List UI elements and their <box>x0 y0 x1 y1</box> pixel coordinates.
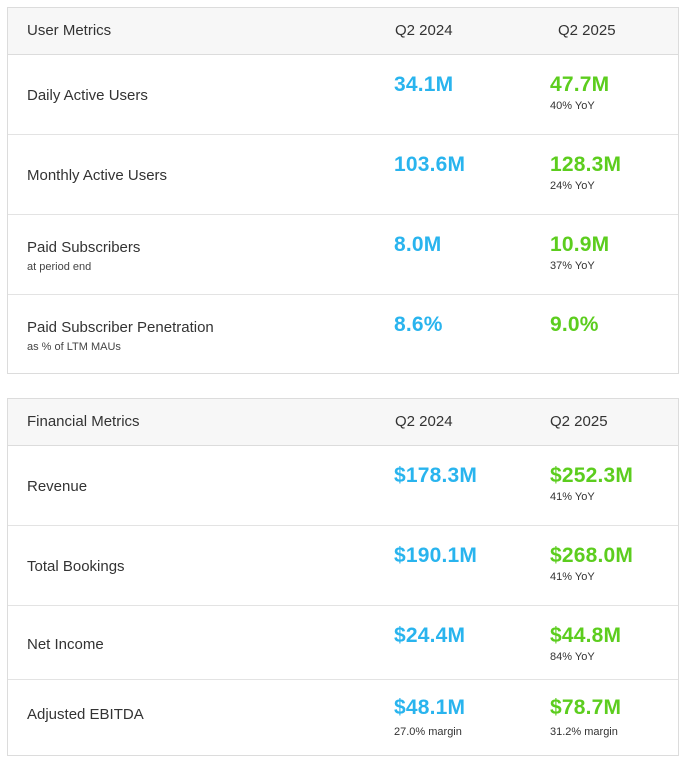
user-metrics-header: User Metrics Q2 2024 Q2 2025 <box>8 8 678 55</box>
metric-label: Total Bookings <box>27 558 125 575</box>
table-row-paid-subscriber-penetration: Paid Subscriber Penetration as % of LTM … <box>8 295 678 375</box>
metric-label: Daily Active Users <box>27 87 148 104</box>
yoy-growth: 41% YoY <box>550 491 595 503</box>
value-q2-2024: 34.1M <box>394 73 454 96</box>
table-row-net-income: Net Income $24.4M $44.8M 84% YoY <box>8 606 678 680</box>
metric-sublabel: at period end <box>27 261 92 273</box>
table-row-daily-active-users: Daily Active Users 34.1M 47.7M 40% YoY <box>8 55 678 135</box>
yoy-growth: 40% YoY <box>550 100 595 112</box>
value-q2-2025: $268.0M <box>550 544 634 567</box>
column-header-q2-2024: Q2 2024 <box>395 22 453 39</box>
financial-metrics-title: Financial Metrics <box>27 413 140 430</box>
value-q2-2024: $178.3M <box>394 464 478 487</box>
value-q2-2025: $78.7M <box>550 696 622 719</box>
table-row-monthly-active-users: Monthly Active Users 103.6M 128.3M 24% Y… <box>8 135 678 215</box>
value-q2-2024: $48.1M <box>394 696 466 719</box>
value-q2-2025: $44.8M <box>550 624 622 647</box>
user-metrics-title: User Metrics <box>27 22 112 39</box>
metric-label: Monthly Active Users <box>27 167 168 184</box>
column-header-q2-2024: Q2 2024 <box>395 413 453 430</box>
metric-label: Paid Subscriber Penetration <box>27 319 214 336</box>
table-row-total-bookings: Total Bookings $190.1M $268.0M 41% YoY <box>8 526 678 606</box>
metric-label: Revenue <box>27 478 88 495</box>
yoy-growth: 37% YoY <box>550 260 595 272</box>
value-q2-2025: 47.7M <box>550 73 610 96</box>
value-q2-2025: $252.3M <box>550 464 634 487</box>
metric-sublabel: as % of LTM MAUs <box>27 341 121 353</box>
value-q2-2024: $190.1M <box>394 544 478 567</box>
value-q2-2025: 10.9M <box>550 233 610 256</box>
table-row-paid-subscribers: Paid Subscribers at period end 8.0M 10.9… <box>8 215 678 295</box>
table-row-revenue: Revenue $178.3M $252.3M 41% YoY <box>8 446 678 526</box>
value-q2-2025: 128.3M <box>550 153 622 176</box>
financial-metrics-header: Financial Metrics Q2 2024 Q2 2025 <box>8 399 678 446</box>
yoy-growth: 41% YoY <box>550 571 595 583</box>
column-header-q2-2025: Q2 2025 <box>558 22 616 39</box>
user-metrics-table: User Metrics Q2 2024 Q2 2025 Daily Activ… <box>7 7 679 374</box>
yoy-growth: 24% YoY <box>550 180 595 192</box>
column-header-q2-2025: Q2 2025 <box>550 413 608 430</box>
metric-label: Adjusted EBITDA <box>27 706 144 723</box>
metric-label: Paid Subscribers <box>27 239 141 256</box>
value-q2-2024: $24.4M <box>394 624 466 647</box>
metric-label: Net Income <box>27 636 104 653</box>
value-q2-2024: 8.0M <box>394 233 442 256</box>
value-q2-2025: 9.0% <box>550 313 599 336</box>
margin-note: 27.0% margin <box>394 726 462 738</box>
financial-metrics-table: Financial Metrics Q2 2024 Q2 2025 Revenu… <box>7 398 679 756</box>
value-q2-2024: 103.6M <box>394 153 466 176</box>
table-row-adjusted-ebitda: Adjusted EBITDA $48.1M $78.7M 27.0% marg… <box>8 680 678 760</box>
yoy-growth: 84% YoY <box>550 651 595 663</box>
value-q2-2024: 8.6% <box>394 313 443 336</box>
margin-note: 31.2% margin <box>550 726 618 738</box>
